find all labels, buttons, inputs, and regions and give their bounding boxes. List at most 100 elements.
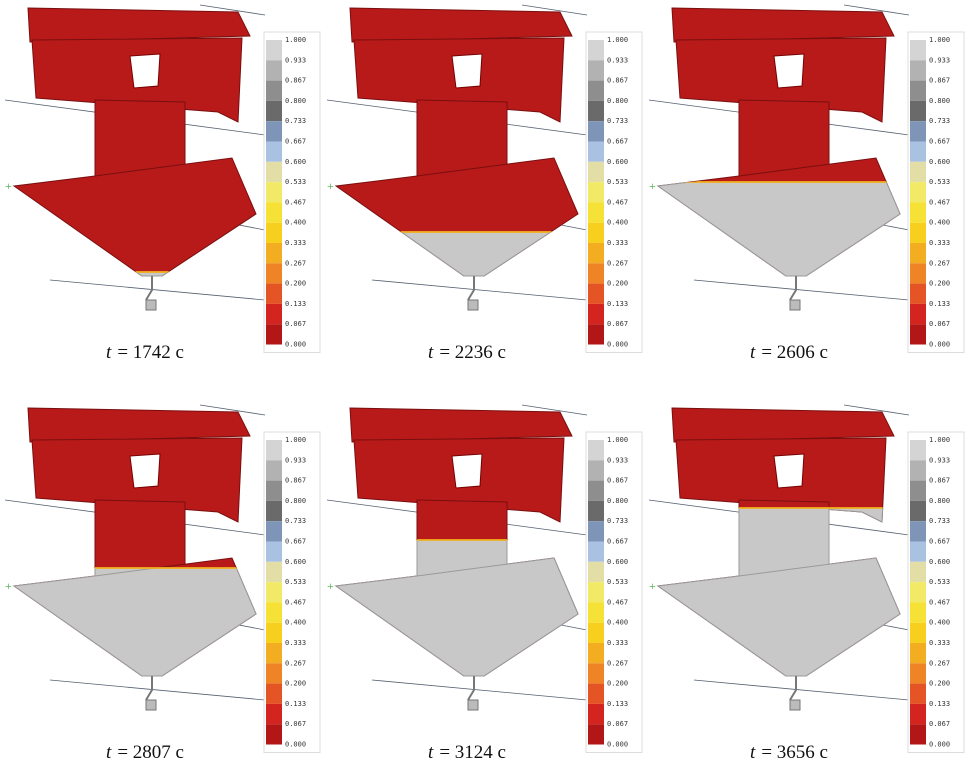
colorbar-label: 1.000: [607, 36, 628, 44]
colorbar-label: 0.933: [607, 456, 628, 464]
colorbar-label: 0.667: [929, 138, 950, 146]
colorbar-cell: [266, 724, 282, 744]
colorbar-cell: [266, 142, 282, 162]
colorbar-cell: [588, 304, 604, 324]
colorbar-label: 0.800: [285, 97, 306, 105]
colorbar-cell: [910, 263, 926, 283]
colorbar-label: 0.533: [285, 578, 306, 586]
guide-line: [694, 680, 909, 700]
colorbar-cell: [588, 243, 604, 263]
colorbar-label: 0.600: [929, 558, 950, 566]
caption-variable: t: [750, 342, 756, 363]
colorbar-cell: [588, 40, 604, 60]
nozzle: [146, 676, 152, 700]
colorbar-label: 0.400: [285, 219, 306, 227]
colorbar-cell: [266, 81, 282, 101]
colorbar-cell: [266, 582, 282, 602]
colorbar-label: 0.667: [929, 538, 950, 546]
body-part: [14, 158, 256, 276]
colorbar-cell: [266, 542, 282, 562]
panel: +1.0000.9330.8670.8000.7330.6670.6000.53…: [644, 405, 964, 763]
colorbar-label: 0.467: [285, 198, 306, 206]
colorbar-label: 0.600: [929, 158, 950, 166]
colorbar-cell: [910, 623, 926, 643]
colorbar-label: 0.800: [607, 97, 628, 105]
colorbar-cell: [910, 162, 926, 182]
colorbar-label: 0.533: [607, 178, 628, 186]
colorbar-cell: [910, 643, 926, 663]
colorbar-label: 1.000: [607, 436, 628, 444]
colorbar-cell: [588, 724, 604, 744]
panel: +1.0000.9330.8670.8000.7330.6670.6000.53…: [0, 405, 320, 763]
colorbar-label: 0.067: [285, 320, 306, 328]
colorbar-cell: [588, 602, 604, 622]
caption-value: = 1742 c: [117, 342, 184, 363]
caption: t= 2606 c: [750, 342, 828, 363]
colorbar-cell: [266, 521, 282, 541]
nozzle: [468, 676, 474, 700]
body-part-filled: [658, 558, 900, 676]
colorbar-label: 0.267: [285, 259, 306, 267]
colorbar-label: 0.867: [285, 77, 306, 85]
nozzle: [468, 276, 474, 300]
colorbar-cell: [266, 623, 282, 643]
colorbar-label: 0.400: [607, 219, 628, 227]
nozzle-box: [468, 700, 478, 710]
colorbar-label: 0.400: [929, 619, 950, 627]
caption-value: = 2236 c: [439, 342, 506, 363]
panel: +1.0000.9330.8670.8000.7330.6670.6000.53…: [0, 5, 320, 363]
svg-text:+: +: [327, 179, 334, 193]
colorbar-cell: [266, 284, 282, 304]
colorbar-label: 0.067: [607, 720, 628, 728]
colorbar-label: 0.000: [607, 341, 628, 349]
window: [130, 54, 160, 88]
guide-line: [372, 680, 587, 700]
colorbar-cell: [588, 582, 604, 602]
colorbar-label: 0.867: [607, 77, 628, 85]
colorbar-label: 0.067: [929, 320, 950, 328]
colorbar-label: 0.800: [929, 497, 950, 505]
colorbar-label: 0.333: [929, 639, 950, 647]
guide-line: [50, 680, 265, 700]
colorbar-cell: [266, 324, 282, 344]
colorbar-cell: [910, 562, 926, 582]
colorbar-cell: [266, 60, 282, 80]
colorbar-label: 0.800: [607, 497, 628, 505]
colorbar-cell: [910, 40, 926, 60]
colorbar-cell: [588, 284, 604, 304]
colorbar-cell: [266, 481, 282, 501]
colorbar-label: 0.133: [929, 700, 950, 708]
colorbar-label: 0.067: [285, 720, 306, 728]
colorbar-label: 0.133: [285, 300, 306, 308]
colorbar-cell: [266, 704, 282, 724]
colorbar-label: 0.533: [929, 578, 950, 586]
colorbar-cell: [266, 243, 282, 263]
colorbar-label: 0.533: [285, 178, 306, 186]
svg-text:+: +: [5, 579, 12, 593]
colorbar-cell: [910, 663, 926, 683]
colorbar-cell: [588, 142, 604, 162]
caption-value: = 3656 c: [761, 742, 828, 763]
caption: t= 3656 c: [750, 742, 828, 763]
colorbar-label: 0.467: [929, 198, 950, 206]
colorbar-cell: [588, 202, 604, 222]
caption-variable: t: [750, 742, 756, 763]
panel: +1.0000.9330.8670.8000.7330.6670.6000.53…: [322, 405, 642, 763]
nozzle-box: [468, 300, 478, 310]
window: [130, 454, 160, 488]
colorbar-cell: [910, 60, 926, 80]
colorbar-cell: [910, 182, 926, 202]
colorbar-cell: [266, 562, 282, 582]
colorbar-cell: [910, 724, 926, 744]
caption-variable: t: [106, 342, 112, 363]
colorbar-label: 0.000: [929, 341, 950, 349]
colorbar-label: 0.933: [285, 456, 306, 464]
colorbar-label: 0.933: [929, 56, 950, 64]
colorbar-cell: [910, 582, 926, 602]
colorbar-label: 0.933: [929, 456, 950, 464]
colorbar-label: 0.067: [607, 320, 628, 328]
body-part: [350, 408, 572, 442]
colorbar-label: 0.200: [929, 680, 950, 688]
colorbar-label: 0.267: [285, 659, 306, 667]
colorbar-cell: [266, 162, 282, 182]
